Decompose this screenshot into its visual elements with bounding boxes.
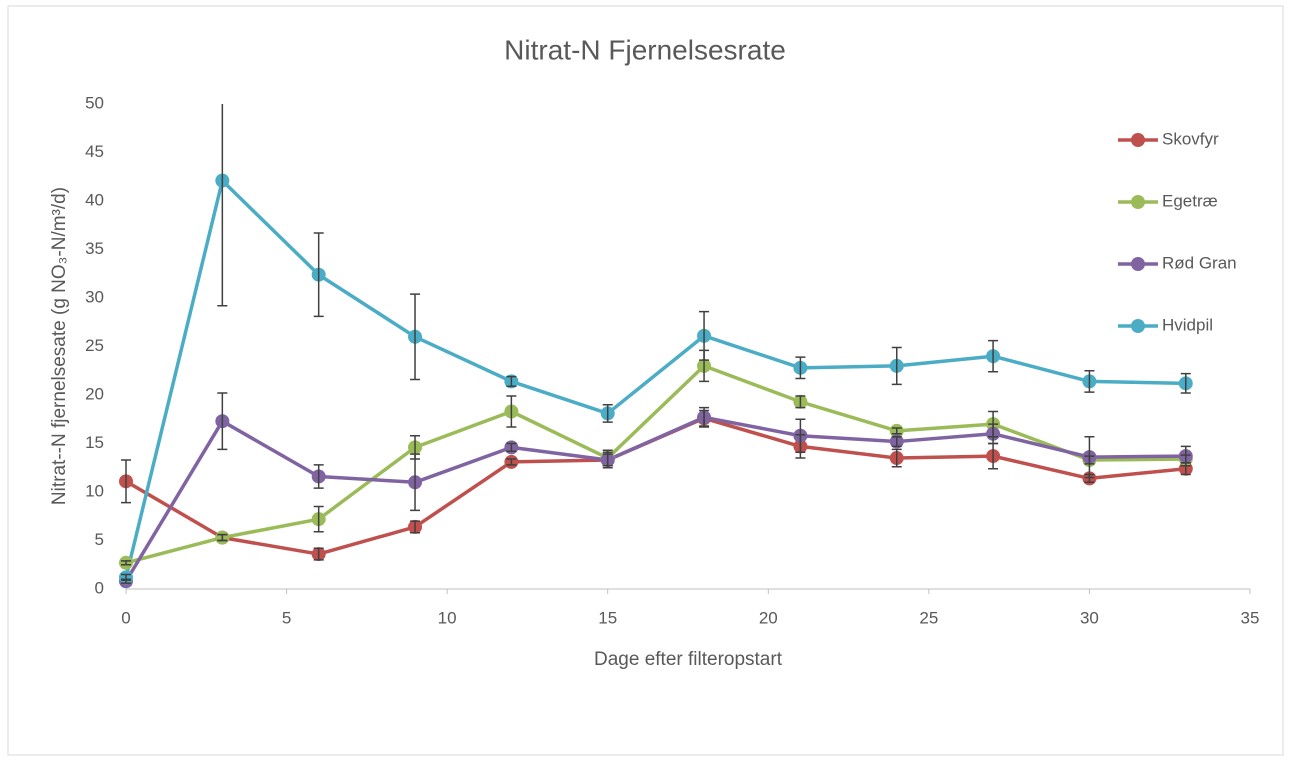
y-tick-label: 30 [85, 287, 104, 306]
error-bar [506, 458, 517, 466]
error-bar [217, 392, 228, 451]
legend-label: Skovfyr [1162, 129, 1219, 148]
x-tick-label: 0 [121, 608, 130, 627]
y-tick-label: 40 [85, 190, 104, 209]
error-bar [506, 375, 517, 388]
series-line [124, 178, 1186, 578]
y-tick-label: 45 [85, 142, 104, 161]
error-bar [217, 533, 228, 542]
legend-label: Hvidpil [1162, 315, 1213, 334]
x-tick-label: 10 [438, 608, 457, 627]
error-bar [1180, 372, 1191, 394]
x-tick-label: 20 [759, 608, 778, 627]
y-tick-label: 15 [85, 433, 104, 452]
error-bar [506, 442, 517, 453]
legend-marker [1131, 195, 1145, 209]
error-bar [602, 453, 613, 467]
error-bar [1180, 445, 1191, 467]
error-bar [988, 423, 999, 445]
error-bar [313, 232, 324, 318]
y-tick-label: 5 [95, 530, 104, 549]
error-bar [988, 339, 999, 373]
y-tick-label: 25 [85, 336, 104, 355]
error-bar [891, 435, 902, 448]
x-axis-label: Dage efter filteropstart [594, 649, 783, 670]
error-bar [891, 448, 902, 468]
error-bar [410, 293, 421, 381]
error-bar [699, 310, 710, 361]
error-bar [217, 104, 228, 307]
chart-border [7, 5, 1284, 756]
y-tick-label: 50 [85, 93, 104, 112]
error-bar [313, 505, 324, 533]
legend-marker [1131, 319, 1145, 333]
error-bar [506, 395, 517, 428]
error-bar [313, 464, 324, 489]
plot-area [119, 104, 1193, 589]
legend-label: Rød Gran [1162, 253, 1237, 272]
y-tick-label: 35 [85, 239, 104, 258]
series-line [125, 364, 1186, 565]
error-bar [795, 395, 806, 409]
error-bar [410, 453, 421, 512]
legend-marker [1131, 133, 1145, 147]
x-tick-label: 30 [1080, 608, 1099, 627]
error-bar [602, 403, 613, 423]
y-axis-label: Nitrat--N fjernelsesate (g NO₃-N/m³/d) [49, 187, 70, 505]
x-tick-label: 25 [919, 608, 938, 627]
error-bar [121, 459, 131, 504]
error-bar [795, 356, 806, 380]
series-line [124, 415, 1186, 583]
y-tick-label: 20 [85, 384, 104, 403]
legend-label: Egetræ [1162, 191, 1218, 210]
error-bar [891, 346, 902, 386]
x-tick-label: 15 [598, 608, 617, 627]
error-bar [699, 406, 710, 428]
x-tick-label: 35 [1241, 608, 1260, 627]
error-bar [121, 573, 131, 582]
legend-marker [1131, 257, 1145, 271]
chart-title: Nitrat-N Fjernelsesrate [504, 34, 786, 65]
y-tick-label: 10 [85, 481, 104, 500]
error-bar [410, 520, 421, 534]
error-bar [313, 547, 324, 561]
error-bar [795, 418, 806, 453]
error-bar [121, 560, 131, 566]
x-tick-label: 5 [282, 608, 291, 627]
error-bar [1084, 435, 1095, 479]
y-tick-label: 0 [95, 578, 104, 597]
error-bar [891, 427, 902, 435]
error-bar [1084, 370, 1095, 393]
